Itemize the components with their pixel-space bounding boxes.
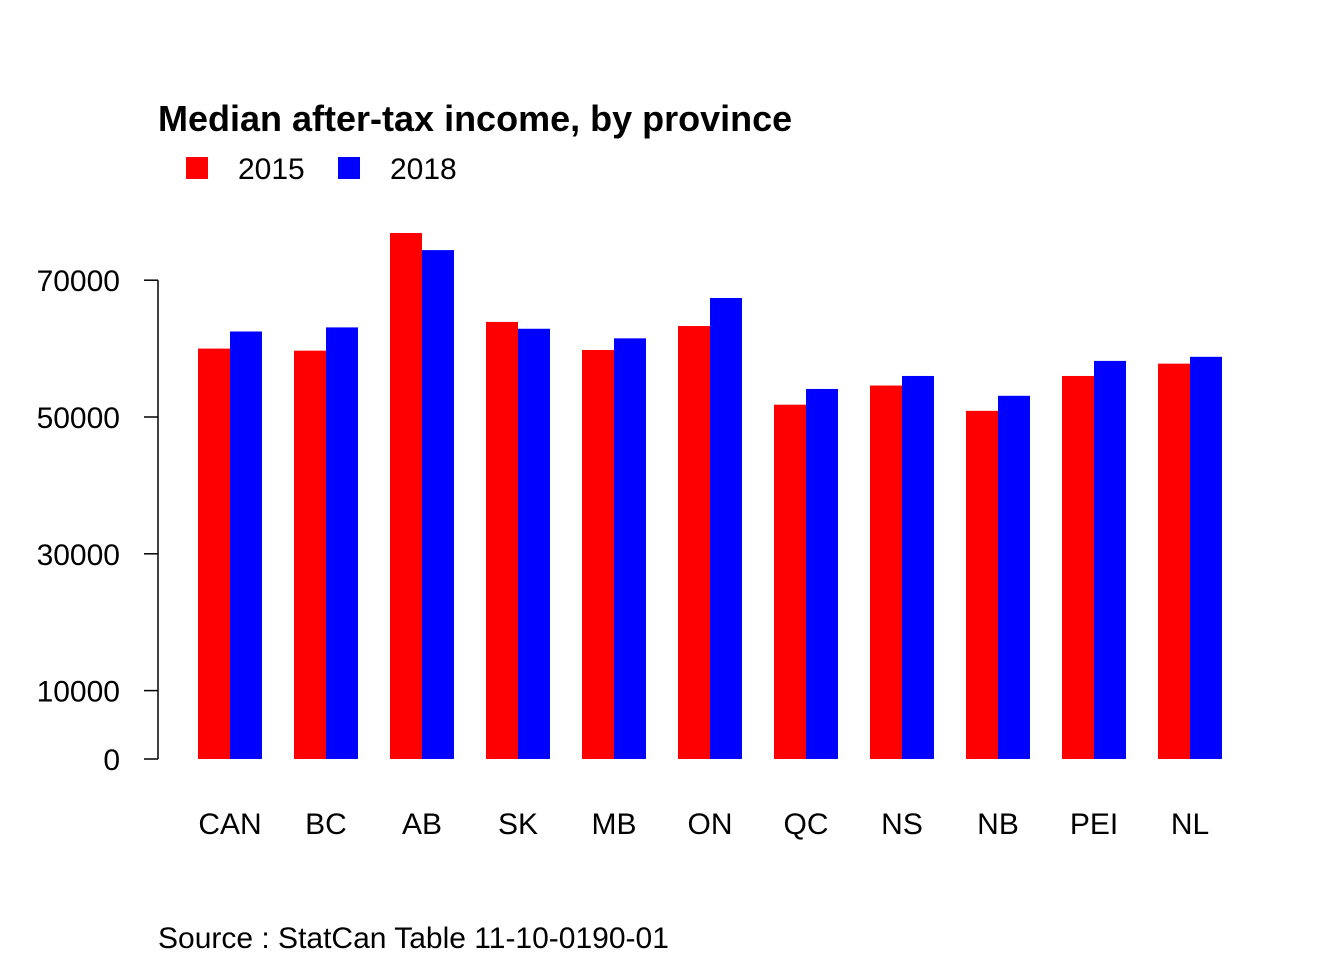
y-tick-label: 30000 — [37, 539, 120, 572]
x-tick-label-ab: AB — [402, 808, 442, 841]
x-tick-label-can: CAN — [198, 808, 261, 841]
bar-nl-2015 — [1158, 363, 1190, 759]
bar-can-2018 — [230, 331, 262, 759]
bar-sk-2018 — [518, 328, 550, 759]
legend-label-2018: 2018 — [390, 153, 457, 186]
chart-title: Median after-tax income, by province — [158, 98, 792, 139]
x-tick-label-qc: QC — [784, 808, 829, 841]
y-tick-label: 70000 — [37, 265, 120, 298]
bar-nb-2018 — [998, 395, 1030, 759]
bar-ab-2018 — [422, 250, 454, 759]
bar-on-2018 — [710, 297, 742, 759]
x-tick-label-on: ON — [688, 808, 733, 841]
bars — [198, 233, 1222, 759]
bar-mb-2015 — [582, 349, 614, 759]
bar-qc-2015 — [774, 404, 806, 759]
bar-mb-2018 — [614, 338, 646, 759]
bar-nl-2018 — [1190, 356, 1222, 759]
x-tick-label-mb: MB — [592, 808, 637, 841]
legend-swatch-2015 — [186, 157, 208, 179]
bar-ns-2018 — [902, 375, 934, 759]
x-tick-label-sk: SK — [498, 808, 538, 841]
bar-can-2015 — [198, 348, 230, 759]
bar-qc-2018 — [806, 388, 838, 759]
legend: 2015 2018 — [186, 153, 457, 186]
y-tick-label: 10000 — [37, 676, 120, 709]
bar-pei-2018 — [1094, 360, 1126, 759]
bar-on-2015 — [678, 326, 710, 759]
bar-nb-2015 — [966, 410, 998, 759]
bar-bc-2018 — [326, 327, 358, 759]
legend-swatch-2018 — [338, 157, 360, 179]
bar-sk-2015 — [486, 321, 518, 759]
y-tick-label: 50000 — [37, 402, 120, 435]
bar-ns-2015 — [870, 385, 902, 759]
bar-pei-2015 — [1062, 375, 1094, 759]
x-tick-label-ns: NS — [881, 808, 923, 841]
x-tick-label-pei: PEI — [1070, 808, 1118, 841]
x-tick-label-nl: NL — [1171, 808, 1209, 841]
legend-label-2015: 2015 — [238, 153, 305, 186]
bar-ab-2015 — [390, 233, 422, 759]
y-axis: 0 10000 30000 50000 70000 — [37, 265, 159, 777]
y-tick-label: 0 — [103, 744, 120, 777]
source-note: Source : StatCan Table 11-10-0190-01 — [158, 922, 669, 955]
x-tick-label-nb: NB — [977, 808, 1019, 841]
bar-bc-2015 — [294, 350, 326, 759]
x-tick-label-bc: BC — [305, 808, 347, 841]
x-axis-labels: CAN BC AB SK MB ON QC NS NB PEI NL — [198, 808, 1209, 841]
